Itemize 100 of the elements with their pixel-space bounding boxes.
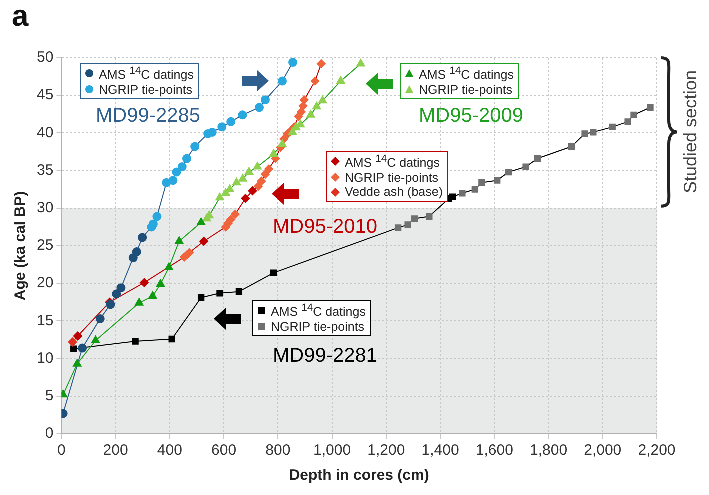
point (241, 194, 250, 204)
point (269, 149, 278, 158)
point (230, 210, 240, 219)
point (132, 248, 142, 257)
point (140, 278, 149, 288)
point (168, 336, 176, 343)
point (175, 236, 184, 244)
point (198, 294, 205, 302)
point (260, 170, 270, 180)
point (296, 108, 306, 117)
y-tick-label: 45 (36, 86, 54, 104)
point (505, 168, 512, 176)
point (156, 279, 166, 288)
point (472, 186, 478, 193)
text: Studied section (680, 70, 702, 194)
point (244, 167, 254, 176)
point (148, 291, 158, 300)
point (216, 290, 224, 297)
text: MD95-2009 (419, 105, 524, 127)
point (238, 110, 248, 120)
point (168, 176, 178, 186)
point (178, 162, 187, 172)
point (190, 142, 200, 152)
point (68, 338, 78, 347)
point (254, 182, 263, 192)
x-tick-label: 0 (58, 442, 66, 460)
point (478, 180, 486, 186)
point (298, 102, 308, 111)
point (138, 233, 148, 242)
point (232, 178, 242, 186)
point (288, 58, 298, 68)
point (218, 122, 227, 132)
y-tick-label: 10 (36, 350, 54, 367)
y-tick-label: 50 (36, 49, 54, 66)
y-tick-label: 5 (45, 388, 54, 405)
point (630, 112, 638, 118)
legend-label: AMS $^{14}$C datings (345, 153, 440, 171)
point (318, 96, 328, 104)
x-tick-label: 400 (157, 442, 182, 460)
point (148, 220, 158, 229)
x-tick-label: 2,000 (584, 442, 622, 460)
series-label: MD95-2010 (273, 216, 378, 238)
point (404, 222, 412, 228)
point (278, 139, 287, 148)
x-tick-label: 2,200 (638, 442, 676, 460)
y-tick-label: 15 (36, 312, 54, 330)
point (226, 117, 236, 126)
point (152, 212, 162, 222)
y-tick-label: 30 (36, 200, 54, 217)
point (106, 300, 116, 310)
point (185, 248, 194, 258)
point (132, 338, 139, 345)
y-tick-label: 25 (36, 237, 54, 254)
point (568, 143, 576, 150)
point (70, 346, 78, 352)
point (459, 190, 466, 197)
point (356, 59, 366, 67)
x-tick-label: 1,000 (314, 442, 352, 460)
point (312, 102, 322, 110)
point (411, 216, 418, 222)
point (278, 76, 287, 86)
point (449, 194, 456, 200)
legend-label: NGRIP tie-points (99, 82, 193, 98)
x-tick-label: 1,200 (368, 442, 406, 460)
y-tick-label: 20 (36, 274, 54, 292)
legend-label: AMS $^{14}$C datings (419, 65, 514, 83)
series-label: MD99-2285 (96, 105, 201, 127)
point (78, 344, 88, 353)
legend-label: NGRIP tie-points (419, 82, 513, 98)
legend-label: NGRIP tie-points (271, 320, 365, 334)
point (310, 76, 320, 86)
point (172, 168, 182, 177)
point (73, 332, 82, 341)
point (91, 336, 100, 344)
point (264, 164, 274, 174)
point (300, 96, 309, 105)
point (270, 270, 278, 276)
x-tick-label: 600 (212, 442, 237, 460)
point (260, 96, 270, 105)
point (609, 124, 616, 131)
point (112, 290, 122, 299)
point (336, 76, 346, 84)
point (72, 359, 82, 367)
point (238, 174, 248, 182)
point (196, 218, 206, 226)
point (494, 177, 501, 184)
point (116, 284, 126, 293)
point (164, 262, 174, 271)
x-axis-title: Depth in cores (cm) (289, 467, 430, 484)
y-tick-label: 35 (36, 162, 54, 179)
x-tick-label: 1,400 (422, 442, 460, 460)
point (647, 104, 654, 111)
point (522, 164, 530, 170)
point (182, 154, 192, 164)
x-tick-label: 800 (266, 442, 291, 460)
y-axis-title: Age (ka cal BP) (12, 191, 30, 301)
point (534, 155, 541, 162)
point (624, 118, 632, 126)
point (394, 224, 402, 232)
legend-label: Vedde ash (base) (345, 185, 443, 200)
